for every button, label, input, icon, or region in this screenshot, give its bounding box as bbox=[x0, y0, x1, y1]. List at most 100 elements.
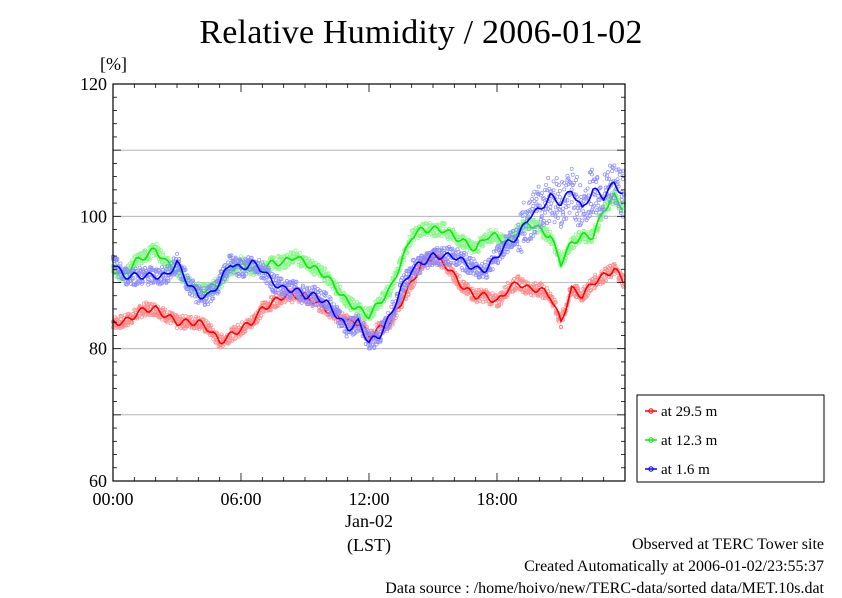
data-point bbox=[474, 270, 479, 274]
data-point bbox=[480, 261, 485, 266]
legend-marker bbox=[648, 466, 654, 472]
data-point bbox=[595, 176, 600, 181]
data-point bbox=[481, 244, 486, 249]
data-point bbox=[550, 211, 555, 216]
data-point bbox=[150, 302, 155, 307]
data-point bbox=[587, 213, 592, 218]
data-point bbox=[477, 299, 482, 303]
data-point bbox=[266, 267, 271, 272]
data-point bbox=[557, 188, 562, 193]
data-point bbox=[351, 297, 355, 302]
data-point bbox=[274, 278, 279, 283]
data-point bbox=[411, 238, 416, 243]
data-point bbox=[575, 195, 579, 199]
data-point bbox=[161, 268, 166, 273]
data-point bbox=[293, 248, 298, 253]
data-point bbox=[454, 262, 459, 267]
series-layer bbox=[111, 163, 626, 351]
data-point bbox=[154, 242, 159, 247]
data-point bbox=[516, 222, 521, 227]
data-point bbox=[289, 294, 294, 299]
data-point bbox=[468, 240, 473, 244]
data-point bbox=[228, 336, 233, 340]
series-scatter-cloud bbox=[111, 189, 626, 322]
data-point bbox=[577, 217, 582, 222]
data-point bbox=[280, 294, 285, 299]
data-point bbox=[447, 245, 451, 249]
data-point bbox=[132, 270, 137, 274]
data-point bbox=[193, 294, 198, 299]
data-point bbox=[406, 293, 411, 297]
data-point bbox=[566, 250, 571, 255]
data-point bbox=[546, 175, 551, 180]
data-point bbox=[519, 249, 524, 254]
chart-title: Relative Humidity / 2006-01-02 bbox=[199, 14, 643, 51]
data-point bbox=[551, 188, 556, 193]
data-point bbox=[408, 267, 413, 271]
data-point bbox=[250, 267, 255, 272]
data-point bbox=[323, 266, 328, 271]
data-point bbox=[277, 281, 282, 286]
data-point bbox=[219, 332, 224, 337]
data-point bbox=[457, 260, 462, 265]
data-point bbox=[182, 265, 187, 270]
data-point bbox=[540, 295, 545, 300]
data-point bbox=[616, 184, 621, 189]
data-point bbox=[554, 176, 559, 181]
data-point bbox=[548, 291, 553, 296]
data-point bbox=[257, 257, 262, 262]
data-point bbox=[150, 279, 155, 284]
x-tick-label: 12:00 bbox=[348, 489, 389, 509]
data-point bbox=[173, 313, 178, 318]
data-point bbox=[361, 322, 366, 327]
data-point bbox=[165, 263, 170, 268]
data-point bbox=[309, 288, 314, 293]
data-point bbox=[317, 288, 322, 293]
data-point bbox=[503, 284, 508, 289]
data-point bbox=[497, 303, 502, 308]
data-point bbox=[320, 268, 325, 272]
x-axis-label: (LST) bbox=[347, 535, 391, 556]
data-point bbox=[586, 209, 591, 214]
data-point bbox=[416, 235, 421, 240]
data-point bbox=[550, 212, 555, 217]
data-point bbox=[123, 266, 128, 271]
data-point bbox=[491, 249, 496, 254]
data-point bbox=[579, 194, 584, 199]
data-point bbox=[483, 297, 488, 302]
data-point bbox=[344, 313, 349, 318]
data-point bbox=[607, 207, 611, 212]
data-point bbox=[476, 249, 481, 254]
data-point bbox=[485, 275, 490, 280]
data-point bbox=[269, 255, 274, 260]
data-point bbox=[175, 313, 179, 318]
data-point bbox=[409, 275, 414, 280]
data-point bbox=[268, 308, 273, 313]
data-point bbox=[209, 323, 214, 328]
footer-created-note: Created Automatically at 2006-01-02/23:5… bbox=[524, 558, 824, 575]
y-tick-label: 80 bbox=[89, 339, 107, 359]
data-point bbox=[532, 199, 537, 203]
data-point bbox=[534, 196, 539, 201]
data-point bbox=[448, 261, 453, 266]
data-point bbox=[283, 265, 288, 270]
data-point bbox=[161, 305, 166, 310]
data-point bbox=[588, 202, 593, 207]
data-point bbox=[187, 315, 192, 320]
data-point bbox=[539, 191, 544, 196]
data-point bbox=[523, 224, 528, 229]
data-point bbox=[411, 282, 416, 287]
data-point bbox=[536, 184, 541, 189]
data-point bbox=[565, 198, 570, 203]
data-point bbox=[612, 163, 617, 168]
data-point bbox=[304, 255, 309, 260]
data-point bbox=[552, 210, 557, 215]
data-point bbox=[603, 215, 608, 220]
data-point bbox=[372, 312, 377, 317]
data-point bbox=[613, 189, 618, 194]
data-point bbox=[520, 278, 525, 283]
data-point bbox=[357, 301, 362, 306]
data-point bbox=[596, 203, 601, 208]
data-point bbox=[333, 280, 338, 285]
data-point bbox=[615, 268, 620, 273]
